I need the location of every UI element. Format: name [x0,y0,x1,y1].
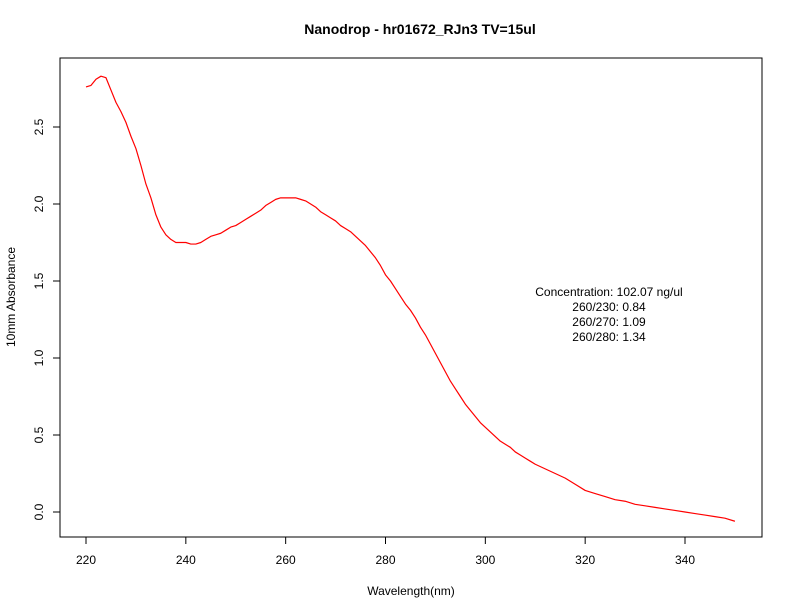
annotation-ratio-260-280: 260/280: 1.34 [572,330,646,344]
annotation-ratio-260-270: 260/270: 1.09 [572,315,646,329]
series-layer [85,75,736,522]
x-tick-label: 340 [675,553,695,567]
x-tick-label: 220 [76,553,96,567]
x-tick-label: 260 [276,553,296,567]
y-tick-label: 0.0 [32,503,46,520]
series-line-absorbance [85,75,736,522]
y-axis: 0.0 0.5 1.0 1.5 2.0 2.5 [32,118,61,520]
x-tick-label: 320 [575,553,595,567]
annotation-ratio-260-230: 260/230: 0.84 [572,300,646,314]
annotation-block: Concentration: 102.07 ng/ul 260/230: 0.8… [535,285,682,344]
x-tick-label: 240 [176,553,196,567]
y-tick-label: 1.5 [32,272,46,289]
x-tick-label: 280 [375,553,395,567]
y-tick-label: 1.0 [32,349,46,366]
y-axis-label: 10mm Absorbance [4,247,18,347]
y-tick-label: 2.5 [32,118,46,135]
annotation-concentration: Concentration: 102.07 ng/ul [535,285,682,299]
x-axis-label: Wavelength(nm) [367,584,455,598]
x-axis: 220 240 260 280 300 320 340 [76,536,695,567]
y-tick-label: 2.0 [32,195,46,212]
y-tick-label: 0.5 [32,426,46,443]
x-tick-label: 300 [475,553,495,567]
chart-title: Nanodrop - hr01672_RJn3 TV=15ul [304,21,535,37]
